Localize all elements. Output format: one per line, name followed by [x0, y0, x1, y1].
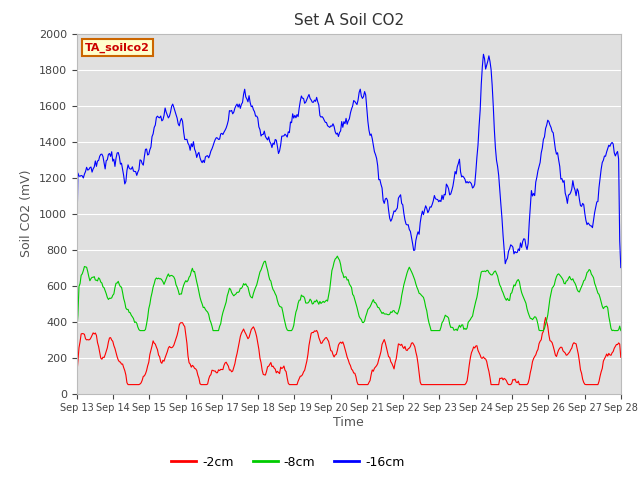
Title: Set A Soil CO2: Set A Soil CO2 [294, 13, 404, 28]
-8cm [336, 257, 344, 263]
-2cm [541, 314, 549, 320]
-8cm [617, 328, 625, 334]
-8cm [332, 256, 339, 262]
Line: -8cm: -8cm [77, 256, 621, 331]
Line: -16cm: -16cm [77, 54, 621, 267]
Legend: -2cm, -8cm, -16cm: -2cm, -8cm, -16cm [166, 451, 410, 474]
-16cm [397, 192, 404, 198]
-2cm [124, 382, 132, 387]
X-axis label: Time: Time [333, 416, 364, 429]
-2cm [617, 354, 625, 360]
-2cm [332, 351, 340, 357]
-8cm [73, 328, 81, 334]
Line: -2cm: -2cm [77, 317, 621, 384]
-2cm [398, 341, 406, 347]
-16cm [335, 133, 342, 139]
-8cm [398, 293, 406, 299]
-16cm [479, 51, 487, 57]
-8cm [520, 295, 527, 301]
-16cm [617, 264, 625, 270]
-16cm [332, 129, 339, 134]
-2cm [520, 382, 527, 387]
Text: TA_soilco2: TA_soilco2 [85, 43, 150, 53]
-8cm [333, 253, 341, 259]
-2cm [336, 340, 344, 346]
-16cm [520, 236, 527, 241]
-8cm [605, 313, 612, 319]
-16cm [605, 143, 612, 148]
Y-axis label: Soil CO2 (mV): Soil CO2 (mV) [20, 170, 33, 257]
-16cm [367, 131, 375, 137]
-16cm [73, 243, 81, 249]
-2cm [73, 372, 81, 378]
-2cm [606, 352, 614, 358]
-8cm [369, 299, 376, 305]
-2cm [369, 367, 376, 373]
